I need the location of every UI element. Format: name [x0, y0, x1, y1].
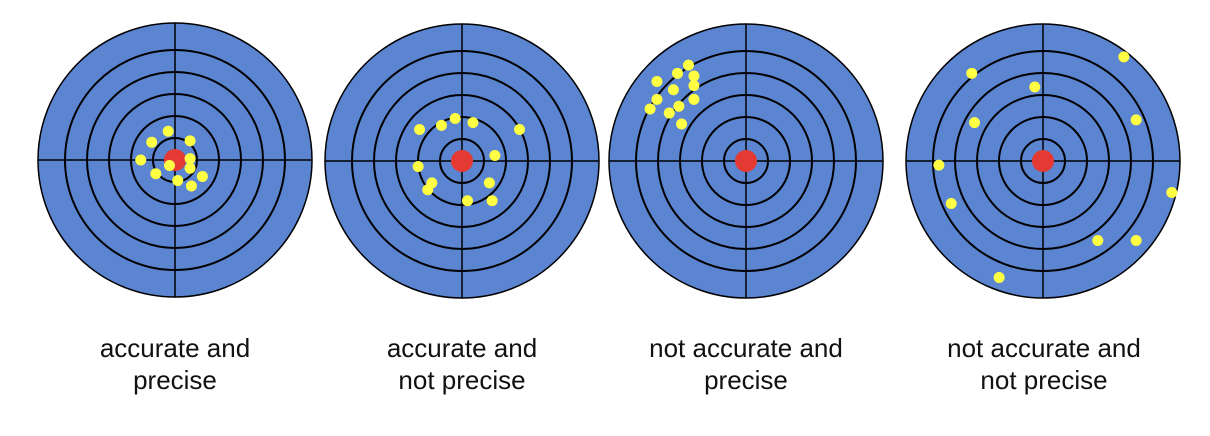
caption-1-line-2: precise — [133, 365, 217, 395]
caption-1-line-1: accurate and — [99, 333, 251, 363]
shot-dot — [663, 107, 675, 119]
shot-dot — [489, 150, 501, 162]
shot-dot — [969, 117, 980, 129]
shot-dot — [1118, 51, 1130, 63]
caption-4: not accurate and not precise — [904, 332, 1184, 396]
shot-dot — [196, 170, 208, 182]
shot-dot — [184, 153, 196, 165]
shot-dot — [993, 271, 1005, 283]
shot-dot — [150, 168, 162, 180]
shot-dot — [672, 67, 683, 79]
bullseye — [451, 150, 473, 172]
shot-dot — [135, 154, 147, 166]
shot-dot — [945, 197, 957, 209]
shot-dot — [412, 160, 424, 172]
caption-4-line-1: not accurate and — [947, 333, 1141, 363]
caption-3-line-1: not accurate and — [649, 333, 843, 363]
shot-dot — [676, 118, 688, 130]
shot-dot — [414, 123, 426, 135]
shot-dot — [1029, 81, 1041, 93]
target-1 — [37, 22, 313, 298]
shot-dot — [435, 119, 447, 131]
target-2 — [324, 23, 600, 299]
shot-dot — [688, 93, 700, 105]
target-3 — [608, 23, 884, 299]
shot-dot — [146, 136, 158, 148]
shot-dot — [483, 177, 495, 189]
caption-4-line-2: not precise — [980, 365, 1108, 395]
caption-3-line-2: precise — [704, 365, 788, 395]
shot-dot — [682, 59, 694, 71]
caption-2-line-2: not precise — [398, 365, 526, 395]
shot-dot — [162, 125, 174, 137]
shot-dot — [673, 100, 685, 112]
caption-1: accurate and precise — [35, 332, 315, 396]
shot-dot — [164, 159, 176, 171]
shot-dot — [667, 84, 679, 96]
shot-dot — [933, 159, 945, 171]
bullseye — [1032, 150, 1054, 172]
shot-dot — [422, 184, 434, 196]
shot-dot — [966, 67, 978, 79]
caption-2-line-1: accurate and — [386, 333, 538, 363]
caption-3: not accurate and precise — [606, 332, 886, 396]
shot-dot — [644, 103, 656, 115]
shot-dot — [688, 80, 700, 92]
shot-dot — [1130, 234, 1142, 246]
shot-dot — [449, 113, 461, 125]
shot-dot — [486, 195, 498, 207]
caption-2: accurate and not precise — [322, 332, 602, 396]
shot-dot — [172, 175, 184, 187]
shot-dot — [514, 123, 526, 135]
targets-diagram — [37, 22, 1181, 299]
shot-dot — [461, 195, 473, 207]
shot-dot — [185, 180, 197, 192]
bullseye — [735, 150, 757, 172]
shot-dot — [467, 117, 479, 129]
shot-dot — [1092, 234, 1104, 246]
shot-dot — [1166, 187, 1178, 199]
shot-dot — [184, 162, 196, 174]
shot-dot — [184, 135, 196, 147]
shot-dot — [688, 70, 700, 82]
shot-dot — [651, 76, 663, 88]
shot-dot — [1130, 114, 1142, 126]
target-4 — [905, 23, 1181, 299]
shot-dot — [651, 93, 663, 105]
